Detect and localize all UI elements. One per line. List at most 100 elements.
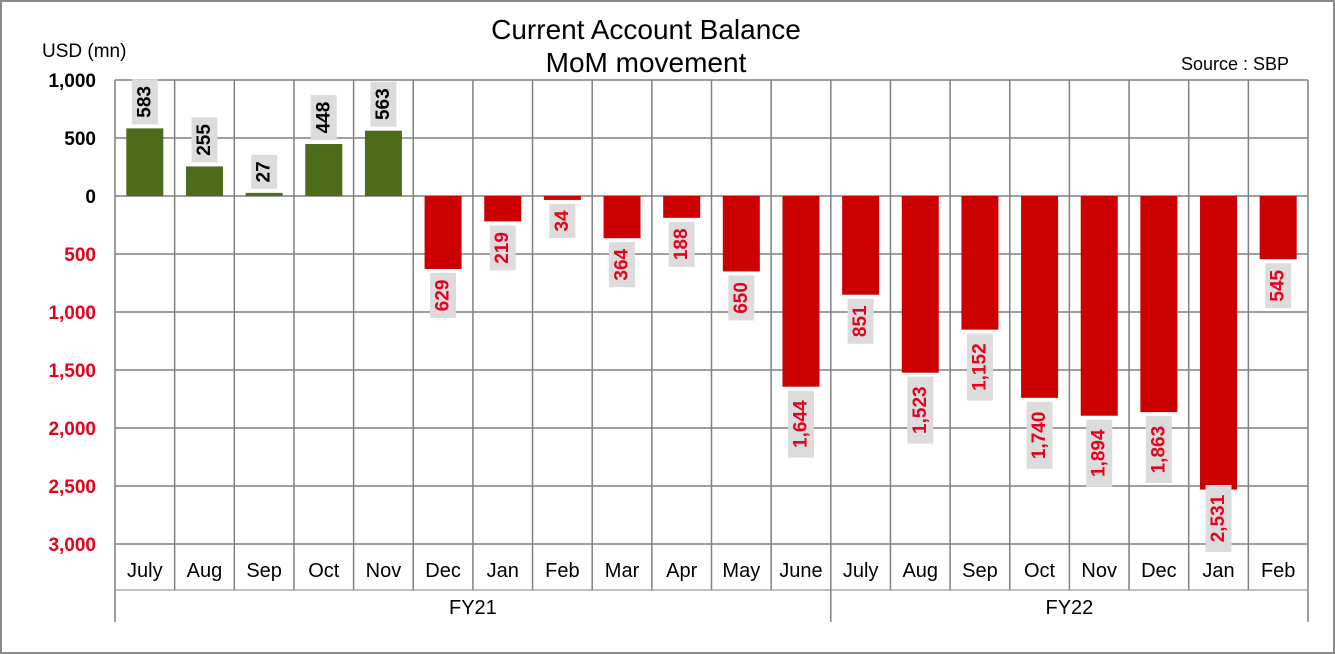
bar xyxy=(1200,196,1238,490)
x-tick-label: Oct xyxy=(1024,560,1056,582)
value-label-box xyxy=(668,221,695,267)
y-tick-label: 2,000 xyxy=(48,419,96,440)
bar xyxy=(901,196,939,373)
x-tick-label: Mar xyxy=(605,560,640,582)
axis-layer: 1,000 500 0 500 1,000 1,500 2,000 2,500 3,000 FY2… xyxy=(48,71,1295,619)
value-label-box xyxy=(489,225,516,271)
value-label: 1,894 xyxy=(1089,429,1110,477)
y-tick-label: 3,000 xyxy=(48,535,96,556)
x-tick-label: Sep xyxy=(962,560,998,582)
value-label-box xyxy=(549,203,576,238)
bar xyxy=(1140,196,1178,413)
value-label-box xyxy=(251,154,278,189)
x-tick-label: July xyxy=(843,560,879,582)
x-tick-label: May xyxy=(722,560,760,582)
bar xyxy=(603,196,641,239)
bar xyxy=(1080,196,1118,416)
x-tick-label: Aug xyxy=(187,560,223,582)
source-label: Source : SBP xyxy=(1181,54,1289,74)
value-label: 188 xyxy=(671,228,692,260)
value-label: 255 xyxy=(194,124,215,156)
x-tick-label: Nov xyxy=(1081,560,1117,582)
x-tick-label: Feb xyxy=(545,560,579,582)
x-tick-label: Oct xyxy=(308,560,340,582)
y-axis-unit-label: USD (mn) xyxy=(42,41,126,62)
bar xyxy=(1259,196,1297,260)
value-label-box xyxy=(370,81,397,127)
value-label-box xyxy=(1265,263,1292,309)
x-tick-label: Feb xyxy=(1261,560,1295,582)
value-label: 448 xyxy=(313,102,334,134)
value-label: 1,523 xyxy=(910,386,931,434)
bar xyxy=(484,196,522,222)
value-label-box xyxy=(966,333,993,401)
value-label: 219 xyxy=(492,232,513,264)
value-label: 629 xyxy=(433,280,454,312)
value-label: 545 xyxy=(1268,269,1289,301)
x-tick-label: Aug xyxy=(902,560,938,582)
x-tick-label: Apr xyxy=(666,560,697,582)
value-label: 1,152 xyxy=(969,343,990,391)
value-label-box xyxy=(430,272,457,318)
value-label-box xyxy=(609,242,636,288)
bar xyxy=(961,196,999,330)
value-label: 583 xyxy=(134,86,155,118)
y-tick-label: 0 xyxy=(85,187,96,208)
y-tick-label: 2,500 xyxy=(48,477,96,498)
value-label: 563 xyxy=(373,88,394,120)
x-tick-label: Jan xyxy=(487,560,519,582)
bar xyxy=(424,196,462,269)
bar xyxy=(305,144,343,196)
value-label: 34 xyxy=(552,210,573,232)
value-label-box xyxy=(1086,419,1113,487)
bar xyxy=(1021,196,1059,398)
bar xyxy=(842,196,880,295)
value-label-box xyxy=(907,376,934,444)
grid-layer xyxy=(114,79,1309,622)
value-label: 851 xyxy=(850,305,871,337)
chart-title-line-2: MoM movement xyxy=(546,47,747,78)
value-label: 1,740 xyxy=(1029,412,1050,460)
bar xyxy=(722,196,760,272)
value-label-box xyxy=(1026,401,1053,469)
x-tick-label: Jan xyxy=(1202,560,1234,582)
group-label: FY21 xyxy=(449,597,497,619)
value-label-box xyxy=(847,298,874,344)
value-label-box xyxy=(131,79,158,125)
y-tick-label: 1,000 xyxy=(48,303,96,324)
y-tick-label: 500 xyxy=(64,129,96,150)
value-label: 650 xyxy=(731,282,752,314)
bar-layer xyxy=(126,128,1297,490)
x-tick-label: July xyxy=(127,560,163,582)
value-label: 364 xyxy=(612,248,633,280)
label-layer: 583 255 27 448 563 629 219 34 364 188 650 1,644 851 1… xyxy=(131,79,1292,552)
value-label: 1,863 xyxy=(1148,426,1169,474)
y-tick-label: 1,500 xyxy=(48,361,96,382)
x-tick-label: Nov xyxy=(366,560,402,582)
y-tick-label: 1,000 xyxy=(48,71,96,92)
x-tick-label: June xyxy=(779,560,822,582)
x-tick-label: Dec xyxy=(425,560,461,582)
value-label: 2,531 xyxy=(1208,494,1229,542)
value-label-box xyxy=(728,275,755,321)
bar xyxy=(543,196,581,200)
value-label-box xyxy=(787,390,814,458)
value-label: 1,644 xyxy=(790,400,811,448)
x-tick-label: Dec xyxy=(1141,560,1177,582)
value-label: 27 xyxy=(254,161,275,182)
value-label-box xyxy=(1205,485,1232,552)
bar xyxy=(185,166,223,196)
bar xyxy=(364,130,402,196)
value-label-box xyxy=(1145,416,1172,484)
chart-title-line-1: Current Account Balance xyxy=(491,14,801,45)
bar xyxy=(782,196,820,387)
group-label: FY22 xyxy=(1045,597,1093,619)
value-label-box xyxy=(310,95,337,141)
value-label-box xyxy=(191,117,218,163)
bar xyxy=(126,128,164,196)
y-tick-label: 500 xyxy=(64,245,96,266)
bar xyxy=(245,192,283,196)
